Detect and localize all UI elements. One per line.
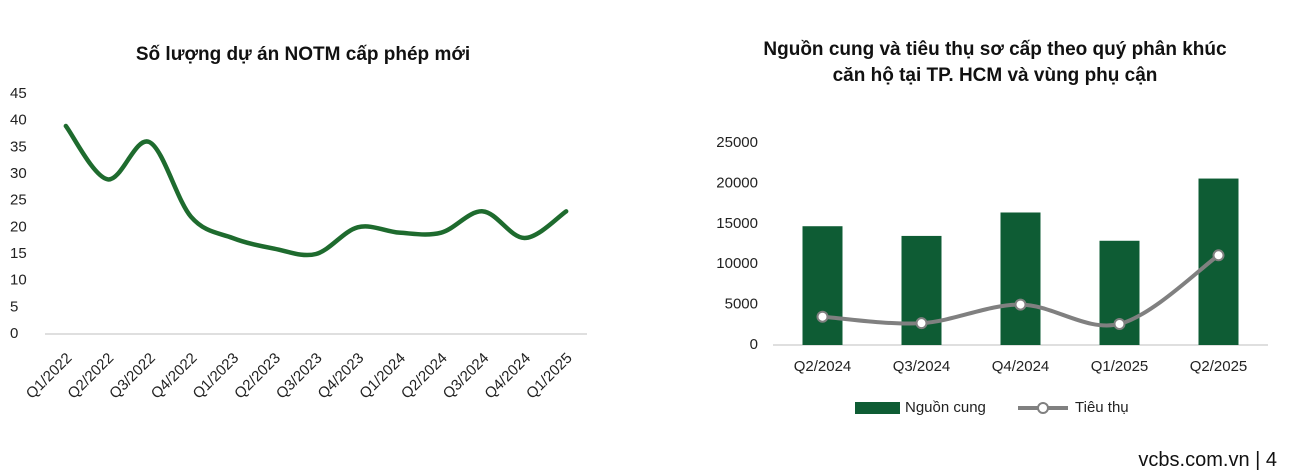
x-tick-label: Q1/2025 [1091,358,1149,375]
x-tick-label: Q2/2024 [794,358,852,375]
y-tick-label: 20000 [716,174,758,191]
y-tick-label: 0 [750,336,758,353]
legend-label: Tiêu thụ [1075,399,1129,416]
y-tick-label: 30 [10,165,27,182]
chart-title: Số lượng dự án NOTM cấp phép mới [135,44,471,65]
bar [1000,212,1041,345]
chart-title: Nguồn cung và tiêu thụ sơ cấp theo quý p… [763,39,1227,86]
y-tick-label: 20 [10,218,27,235]
x-tick-label: Q1/2025 [523,350,576,403]
y-tick-label: 10 [10,272,27,289]
bar [1198,178,1239,345]
y-tick-label: 0 [10,325,18,342]
line-marker [1113,317,1126,330]
legend-swatch [1037,402,1049,414]
y-tick-label: 15 [10,245,27,262]
legend-swatch [855,402,900,414]
y-tick-label: 5000 [725,296,758,313]
x-tick-label: Q4/2024 [992,358,1050,375]
y-tick-label: 5 [10,298,18,315]
y-tick-label: 25 [10,192,27,209]
y-tick-label: 15000 [716,215,758,232]
x-tick-label: Q3/2024 [893,358,951,375]
y-tick-label: 45 [10,85,27,102]
y-tick-label: 40 [10,112,27,129]
line-marker [816,310,829,323]
line-marker [915,317,928,330]
y-tick-label: 25000 [716,134,758,151]
y-tick-label: 35 [10,138,27,155]
footer: vcbs.com.vn | 4 [1138,449,1277,471]
line-marker [1212,249,1225,262]
bar [802,226,843,345]
x-tick-label: Q2/2025 [1190,358,1248,375]
line-marker [1014,298,1027,311]
legend-label: Nguồn cung [905,399,986,416]
line-series [63,123,569,258]
y-tick-label: 10000 [716,255,758,272]
